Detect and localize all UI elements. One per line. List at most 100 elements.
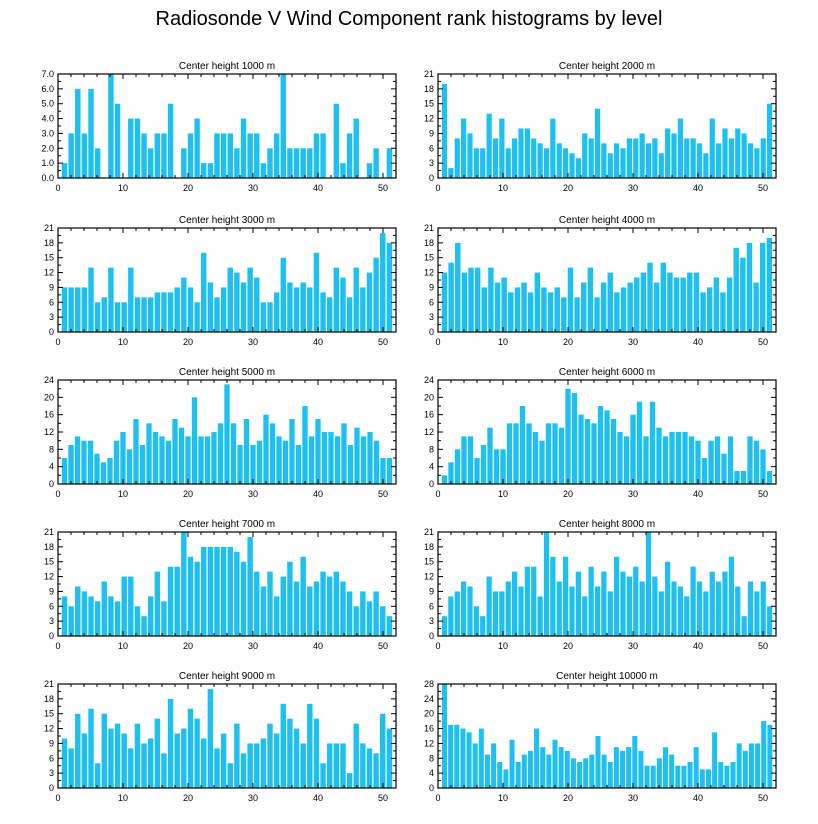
bar	[220, 133, 227, 178]
bar	[320, 292, 326, 332]
x-tick-label: 10	[118, 337, 128, 347]
bar	[754, 591, 760, 636]
y-tick-label: 5.0	[41, 99, 54, 109]
y-tick-label: 9	[49, 738, 54, 748]
bar	[480, 148, 486, 178]
bar	[214, 748, 220, 788]
bar	[276, 436, 282, 484]
bar	[665, 561, 671, 636]
bar	[353, 267, 359, 332]
x-tick-label: 20	[183, 641, 193, 651]
bar	[167, 698, 174, 788]
bar	[481, 287, 487, 332]
bar	[201, 252, 207, 332]
bar	[561, 297, 567, 332]
bar	[767, 103, 773, 178]
bar	[187, 287, 194, 332]
bar	[736, 743, 742, 788]
bar	[386, 616, 393, 636]
bar	[582, 596, 588, 636]
bar	[247, 267, 253, 332]
bar	[688, 436, 695, 484]
bar	[671, 133, 677, 178]
panel-9: Center height 9000 m 0 3 6 9 12 15 18 21 0 10 20 30 4…	[44, 671, 397, 803]
panel-1: Center height 1000 m 0.0 1.0 2.0 3.0 4.0 5.0 6.…	[41, 61, 397, 193]
y-tick-label: 8	[49, 444, 54, 454]
panel-title: Center height 5000 m	[179, 367, 275, 378]
y-tick-label: 21	[424, 223, 434, 233]
panel-8: Center height 8000 m 0 3 6 9 12 15 18 21 0 10 20 30 4…	[424, 519, 777, 651]
panel-title: Center height 4000 m	[559, 215, 655, 226]
y-tick-label: 0	[49, 631, 54, 641]
bar	[307, 148, 313, 178]
bar	[167, 566, 174, 636]
y-tick-label: 6	[49, 297, 54, 307]
bar	[181, 728, 187, 788]
bar	[652, 576, 658, 636]
chart-title: Radiosonde V Wind Component rank histogr…	[155, 8, 663, 30]
bar	[88, 596, 94, 636]
bar	[514, 287, 521, 332]
bar	[491, 743, 497, 788]
bar	[518, 128, 524, 178]
x-tick-label: 30	[628, 489, 638, 499]
y-tick-label: 0	[429, 173, 434, 183]
bar	[75, 287, 81, 332]
x-tick-label: 0	[435, 641, 440, 651]
bar	[705, 769, 711, 788]
x-tick-label: 20	[563, 641, 573, 651]
bar	[614, 292, 620, 332]
bar	[492, 138, 499, 178]
bar	[240, 118, 247, 178]
bar	[333, 571, 340, 636]
bar	[509, 739, 515, 788]
bar	[441, 616, 448, 636]
bar	[747, 581, 754, 636]
bar	[159, 436, 165, 484]
bar	[328, 432, 334, 484]
bar	[454, 724, 460, 788]
bar	[346, 133, 353, 178]
panel-5: Center height 5000 m 0 4 8 12 16 20 24 0 10 20 30 40…	[44, 367, 397, 499]
bar	[675, 765, 681, 788]
bar	[207, 546, 214, 636]
bar	[386, 458, 393, 484]
bar	[81, 133, 88, 178]
bar	[154, 571, 161, 636]
bar	[94, 148, 101, 178]
bar	[194, 718, 200, 788]
y-tick-label: 0	[49, 783, 54, 793]
y-tick-label: 9	[429, 128, 434, 138]
bar	[87, 440, 94, 484]
bar	[519, 406, 526, 484]
bar	[120, 432, 126, 484]
bar	[88, 88, 94, 178]
bar	[760, 449, 766, 484]
y-tick-label: 12	[424, 738, 434, 748]
bar	[214, 133, 220, 178]
bar	[582, 133, 588, 178]
bar	[254, 277, 260, 332]
bar	[565, 388, 571, 484]
bar	[488, 267, 494, 332]
bar	[531, 138, 537, 178]
y-tick-label: 15	[424, 557, 434, 567]
bar	[527, 750, 533, 788]
bar	[645, 143, 652, 178]
bar	[639, 133, 645, 178]
bar	[662, 436, 669, 484]
y-tick-label: 18	[44, 694, 54, 704]
bar	[174, 287, 180, 332]
bar	[614, 556, 620, 636]
bar	[187, 133, 194, 178]
bar	[667, 272, 673, 332]
y-tick-label: 24	[44, 375, 54, 385]
bar	[747, 436, 753, 484]
bar	[669, 432, 675, 484]
bar	[584, 419, 591, 484]
x-tick-label: 20	[563, 183, 573, 193]
x-tick-label: 30	[628, 183, 638, 193]
bar	[101, 713, 107, 788]
bar	[571, 393, 578, 484]
x-tick-label: 0	[55, 183, 60, 193]
